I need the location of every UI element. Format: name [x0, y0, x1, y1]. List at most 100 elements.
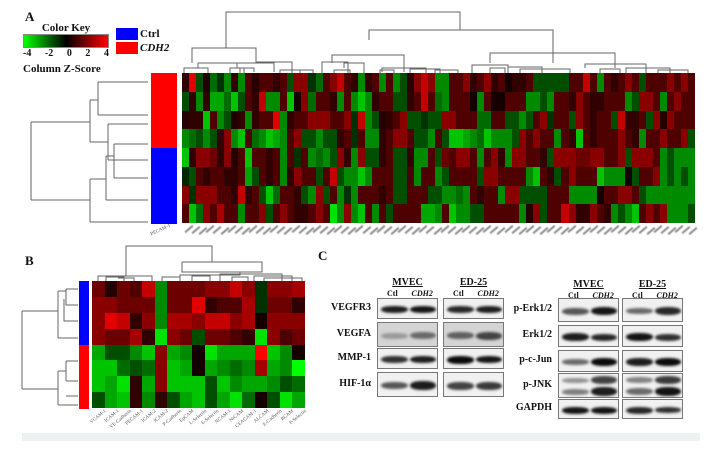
- heatmap-cell: [484, 166, 492, 186]
- heatmap-cell: [217, 148, 225, 167]
- heatmap-cell: [659, 166, 667, 186]
- blot-lane-label: Ctl: [568, 291, 579, 300]
- heatmap-cell: [315, 185, 323, 205]
- heatmap-cell: [273, 91, 281, 111]
- heatmap-cell: [624, 166, 632, 186]
- heatmap-cell: [357, 148, 365, 167]
- heatmap-cell: [315, 110, 323, 130]
- heatmap-cell: [582, 73, 590, 92]
- heatmap-cell: [343, 148, 351, 167]
- heatmap-cell: [470, 110, 478, 130]
- blot-row-label: VEGFA: [336, 327, 371, 339]
- heatmap-cell: [392, 204, 400, 223]
- blot-band: [626, 358, 653, 366]
- group-sidebar-cdh2: [79, 392, 89, 409]
- heatmap-cell: [575, 148, 583, 167]
- heatmap-cell: [117, 392, 130, 408]
- heatmap-cell: [217, 204, 225, 223]
- heatmap-cell: [498, 73, 506, 92]
- heatmap-cell: [203, 185, 211, 205]
- heatmap-cell: [652, 204, 660, 223]
- heatmap-cell: [666, 166, 674, 186]
- heatmap-cell: [357, 110, 365, 130]
- heatmap-cell: [434, 185, 442, 205]
- heatmap-cell: [505, 110, 513, 130]
- heatmap-cell: [259, 148, 267, 167]
- heatmap-cell: [336, 185, 344, 205]
- heatmap-cell: [659, 185, 667, 205]
- heatmap-cell: [279, 296, 293, 313]
- heatmap-cell: [420, 148, 428, 167]
- heatmap-cell: [491, 148, 499, 167]
- heatmap-cell: [652, 185, 660, 205]
- heatmap-cell: [217, 281, 230, 297]
- heatmap-cell: [294, 166, 302, 186]
- blot-band: [562, 307, 589, 315]
- heatmap-cell: [589, 91, 597, 111]
- heatmap-cell: [245, 110, 253, 130]
- blot-band: [626, 388, 653, 395]
- heatmap-cell: [399, 204, 407, 223]
- heatmap-cell: [512, 91, 520, 111]
- heatmap-cell: [399, 166, 407, 186]
- group-sidebar-cdh2: [151, 129, 177, 149]
- heatmap-cell: [392, 129, 400, 148]
- heatmap-cell: [280, 91, 288, 111]
- heatmap-cell: [519, 73, 527, 92]
- heatmap-cell: [179, 281, 193, 297]
- heatmap-cell: [484, 110, 492, 130]
- heatmap-cell: [217, 392, 230, 408]
- heatmap-cell: [104, 360, 118, 377]
- heatmap-cell: [434, 166, 442, 186]
- heatmap-cell: [617, 110, 625, 130]
- heatmap-cell: [343, 185, 351, 205]
- heatmap-cell: [420, 204, 428, 223]
- heatmap-cell: [294, 148, 302, 167]
- heatmap-cell: [624, 110, 632, 130]
- heatmap-cell: [203, 166, 211, 186]
- heatmap-cell: [189, 204, 197, 223]
- heatmap-cell: [442, 91, 450, 111]
- heatmap-cell: [242, 328, 255, 345]
- heatmap-cell: [92, 360, 105, 377]
- heatmap-cell: [631, 166, 639, 186]
- heatmap-cell: [308, 91, 316, 111]
- heatmap-cell: [308, 110, 316, 130]
- heatmap-cell: [582, 166, 590, 186]
- heatmap-cell: [666, 73, 674, 92]
- heatmap-cell: [687, 73, 695, 92]
- heatmap-cell: [470, 73, 478, 92]
- heatmap-b-group-sidebar: [79, 281, 89, 409]
- heatmap-cell: [413, 91, 421, 111]
- heatmap-cell: [336, 73, 344, 92]
- heatmap-cell: [519, 166, 527, 186]
- blot-panel: [622, 298, 683, 322]
- heatmap-cell: [575, 91, 583, 111]
- heatmap-cell: [652, 91, 660, 111]
- blot-row-label: Erk1/2: [522, 329, 552, 340]
- heatmap-cell: [357, 129, 365, 148]
- heatmap-cell: [561, 110, 569, 130]
- heatmap-cell: [210, 110, 218, 130]
- heatmap-cell: [575, 185, 583, 205]
- heatmap-cell: [266, 148, 274, 167]
- blot-band: [654, 407, 681, 413]
- blot-band: [381, 332, 408, 339]
- heatmap-cell: [203, 73, 211, 92]
- heatmap-cell: [575, 204, 583, 223]
- heatmap-cell: [498, 185, 506, 205]
- heatmap-cell: [315, 73, 323, 92]
- heatmap-cell: [217, 73, 225, 92]
- heatmap-cell: [179, 360, 193, 377]
- heatmap-cell: [547, 73, 555, 92]
- heatmap-cell: [449, 110, 457, 130]
- heatmap-cell: [154, 392, 168, 408]
- heatmap-a-row-dendrogram: [30, 81, 148, 223]
- heatmap-cell: [603, 204, 611, 223]
- heatmap-cell: [547, 166, 555, 186]
- heatmap-cell: [371, 148, 379, 167]
- legend-label-ctrl: Ctrl: [140, 28, 160, 40]
- heatmap-cell: [336, 91, 344, 111]
- heatmap-cell: [242, 344, 255, 361]
- heatmap-cell: [687, 110, 695, 130]
